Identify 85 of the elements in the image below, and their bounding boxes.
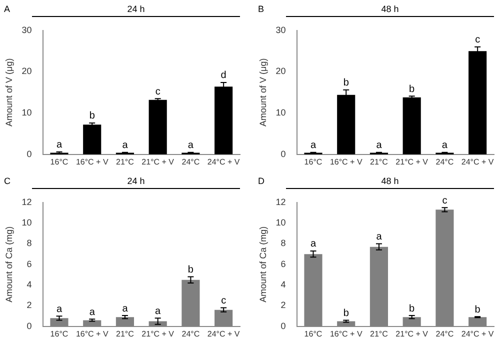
y-tick-label: 12 [276, 196, 286, 207]
annotation: a [155, 306, 162, 317]
y-tick-label: 12 [22, 196, 32, 207]
text: D [258, 176, 264, 186]
annotation: a [442, 140, 448, 152]
x-tick-label: 24°C [182, 329, 200, 338]
annotation: b [343, 78, 350, 89]
annotation: c [442, 195, 448, 206]
y-tick-label: 0 [280, 320, 286, 331]
x-tick-label: 24°C + V [207, 329, 240, 338]
annotation: b [343, 308, 350, 319]
bar [402, 97, 421, 154]
y-axis-title: Amount of V (μg) [4, 58, 14, 127]
chart-title: 48 h [380, 4, 400, 14]
y-tick-label: 30 [22, 24, 32, 35]
y-tick-label: 2 [280, 300, 286, 310]
x-tick-label: 21°C + V [142, 329, 175, 338]
y-tick-label: 2 [26, 300, 32, 310]
y-tick-label: 6 [280, 258, 286, 269]
x-tick-label: 24°C [182, 157, 200, 166]
x-tick-label: 24°C + V [207, 157, 240, 166]
x-tick-label: 16°C [50, 157, 68, 166]
chart-title: 24 h [126, 4, 146, 14]
x-tick-label: 16°C + V [330, 329, 363, 338]
x-tick-label: 21°C + V [396, 329, 429, 338]
y-tick-label: 0 [26, 148, 32, 159]
y-axis-title: Amount of V (μg) [258, 58, 268, 127]
x-tick-label: 21°C [116, 157, 134, 166]
bar [83, 124, 102, 154]
annotation: b [89, 110, 96, 122]
x-tick-label: 21°C [370, 157, 388, 166]
y-tick-label: 6 [26, 258, 32, 269]
annotation: b [188, 264, 194, 276]
x-tick-label: 24°C [436, 329, 454, 338]
x-tick-label: 16°C + V [330, 157, 363, 166]
x-tick-label: 16°C + V [76, 329, 109, 338]
y-tick-label: 10 [276, 218, 286, 228]
chart-title: 24 h [126, 176, 146, 186]
x-tick-label: 21°C + V [142, 157, 175, 166]
annotation: a [122, 140, 128, 152]
y-tick-label: 20 [22, 66, 32, 76]
x-tick-label: 16°C + V [76, 157, 109, 166]
annotation: b [409, 84, 416, 95]
y-tick-label: 4 [280, 280, 286, 290]
y-tick-label: 20 [276, 66, 286, 76]
chart-title: 48 h [380, 176, 400, 186]
y-tick-label: 30 [276, 24, 286, 35]
y-tick-label: 10 [22, 108, 32, 118]
annotation: c [221, 296, 226, 307]
y-axis-title: Amount of Ca (mg) [4, 226, 14, 302]
annotation: a [310, 238, 316, 250]
text: B [258, 4, 264, 14]
y-tick-label: 0 [26, 320, 32, 331]
bar [148, 100, 167, 154]
y-tick-label: 8 [26, 238, 32, 248]
annotation: a [376, 140, 382, 152]
y-axis-title: Amount of Ca (mg) [258, 226, 268, 302]
x-tick-label: 21°C [116, 329, 134, 338]
text: C [4, 176, 10, 186]
annotation: a [122, 303, 128, 314]
annotation: b [409, 303, 416, 314]
y-tick-label: 4 [26, 280, 32, 290]
x-tick-label: 24°C + V [461, 329, 494, 338]
annotation: a [310, 140, 316, 152]
y-tick-label: 10 [276, 108, 286, 118]
x-tick-label: 16°C [50, 329, 68, 338]
annotation: a [56, 140, 62, 151]
x-tick-label: 24°C [436, 157, 454, 166]
y-tick-label: 0 [280, 148, 286, 159]
y-tick-label: 10 [22, 218, 32, 228]
annotation: a [188, 140, 194, 152]
annotation: a [89, 306, 96, 318]
y-tick-label: 8 [280, 238, 286, 248]
annotation: c [475, 34, 480, 46]
annotation: b [474, 304, 481, 316]
x-tick-label: 16°C [304, 157, 322, 166]
text: A [4, 4, 10, 14]
x-tick-label: 21°C [370, 329, 388, 338]
x-tick-label: 24°C + V [461, 157, 494, 166]
annotation: a [56, 304, 62, 315]
annotation: a [376, 231, 382, 242]
annotation: d [220, 70, 226, 82]
x-tick-label: 16°C [304, 329, 322, 338]
annotation: c [155, 86, 160, 98]
x-tick-label: 21°C + V [396, 157, 429, 166]
